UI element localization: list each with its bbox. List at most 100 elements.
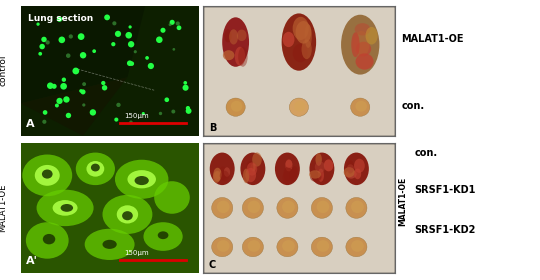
Point (168, 20, 177, 25)
Point (174, 25, 183, 30)
Point (57, 38, 66, 42)
Ellipse shape (217, 200, 230, 213)
Ellipse shape (127, 170, 156, 188)
Point (103, 15, 111, 20)
Point (139, 111, 147, 116)
Ellipse shape (85, 229, 134, 260)
Ellipse shape (122, 211, 133, 220)
Ellipse shape (231, 101, 242, 112)
Ellipse shape (242, 197, 264, 218)
Ellipse shape (354, 159, 365, 173)
Text: B: B (209, 123, 216, 133)
Ellipse shape (43, 234, 55, 244)
Ellipse shape (246, 161, 253, 174)
Point (184, 109, 193, 113)
Ellipse shape (224, 29, 232, 43)
Point (41, 110, 50, 115)
Ellipse shape (324, 159, 333, 171)
Point (125, 61, 134, 66)
Ellipse shape (52, 200, 78, 216)
Point (159, 28, 167, 32)
Ellipse shape (154, 181, 190, 214)
Ellipse shape (26, 222, 69, 259)
Point (114, 32, 123, 36)
Ellipse shape (346, 237, 367, 257)
Ellipse shape (103, 240, 117, 249)
Ellipse shape (212, 197, 233, 218)
Text: 150μm: 150μm (124, 113, 149, 118)
Ellipse shape (243, 169, 249, 183)
Point (62, 97, 71, 102)
Ellipse shape (117, 205, 138, 223)
Point (36, 52, 44, 56)
Ellipse shape (247, 162, 257, 176)
Point (55, 17, 64, 22)
Ellipse shape (42, 169, 52, 179)
Ellipse shape (309, 170, 321, 179)
Point (64, 113, 73, 118)
Text: A': A' (26, 256, 38, 266)
Point (100, 86, 109, 90)
Point (166, 22, 174, 27)
Ellipse shape (76, 153, 115, 185)
Point (43, 40, 52, 45)
Point (77, 34, 85, 39)
Point (163, 97, 171, 102)
Point (131, 50, 140, 54)
Ellipse shape (91, 164, 100, 171)
Point (46, 83, 55, 88)
Point (79, 90, 87, 94)
Point (169, 109, 178, 114)
Text: A: A (26, 119, 35, 129)
Point (181, 81, 190, 85)
Point (50, 84, 58, 88)
Text: SRSF1-KD1: SRSF1-KD1 (415, 185, 476, 195)
Point (143, 56, 151, 60)
Ellipse shape (312, 197, 333, 218)
Point (155, 38, 164, 42)
Ellipse shape (318, 169, 324, 182)
Ellipse shape (355, 53, 374, 70)
Ellipse shape (210, 153, 235, 185)
Ellipse shape (295, 21, 311, 44)
Ellipse shape (248, 200, 260, 213)
Ellipse shape (282, 171, 294, 184)
Point (127, 42, 136, 46)
Text: MALAT1-OE: MALAT1-OE (399, 177, 407, 226)
Ellipse shape (282, 32, 294, 47)
Ellipse shape (277, 237, 298, 257)
Ellipse shape (158, 231, 168, 239)
Ellipse shape (86, 161, 104, 177)
Ellipse shape (220, 171, 229, 181)
Ellipse shape (346, 197, 367, 218)
Point (59, 78, 68, 82)
Point (79, 103, 88, 107)
Point (71, 69, 80, 73)
Ellipse shape (219, 167, 227, 180)
FancyBboxPatch shape (203, 143, 395, 273)
Ellipse shape (223, 50, 234, 60)
Ellipse shape (245, 168, 256, 182)
Ellipse shape (277, 197, 298, 218)
Ellipse shape (213, 171, 220, 183)
Text: SRSF1-KD2: SRSF1-KD2 (415, 225, 476, 235)
Ellipse shape (22, 155, 72, 196)
Point (40, 120, 49, 124)
Point (80, 82, 89, 86)
Ellipse shape (224, 167, 230, 177)
Ellipse shape (344, 153, 369, 185)
Point (156, 111, 165, 116)
Text: MALAT1-OE: MALAT1-OE (401, 34, 464, 44)
Point (126, 25, 134, 29)
Ellipse shape (282, 13, 316, 71)
Ellipse shape (229, 29, 238, 45)
Ellipse shape (144, 222, 183, 251)
Ellipse shape (275, 153, 300, 185)
Text: 150μm: 150μm (124, 250, 149, 256)
Ellipse shape (222, 17, 249, 67)
Point (39, 37, 48, 42)
Ellipse shape (282, 240, 295, 252)
Ellipse shape (366, 27, 377, 45)
Point (181, 85, 190, 90)
Point (90, 49, 98, 53)
